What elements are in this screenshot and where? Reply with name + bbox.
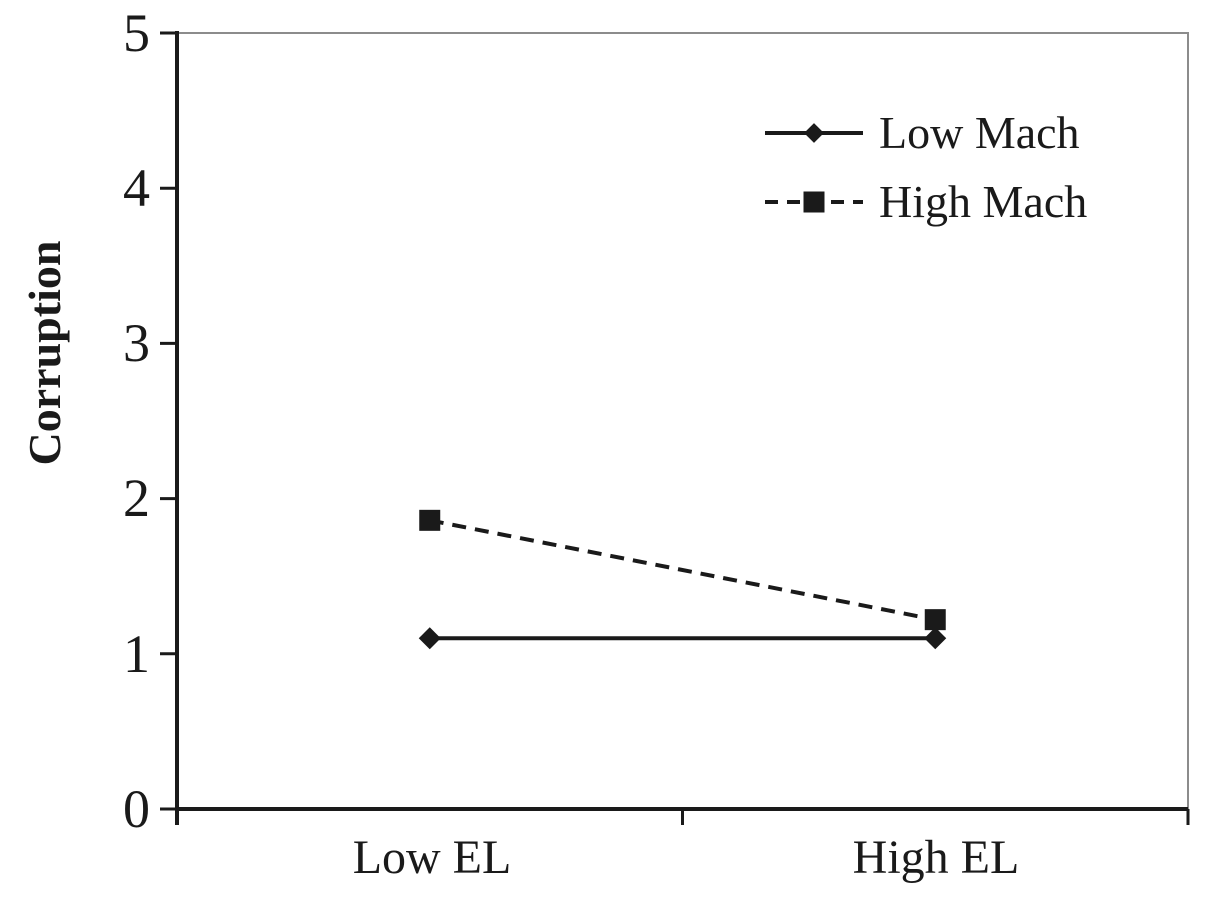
- y-tick-label-0: 0: [123, 779, 150, 839]
- x-tick-label-high-el: High EL: [852, 831, 1020, 884]
- legend: Low Mach High Mach: [765, 110, 1087, 225]
- legend-item-low-mach: Low Mach: [765, 110, 1087, 156]
- y-tick-label-2: 2: [123, 468, 150, 528]
- square-marker-icon: [803, 191, 825, 213]
- legend-label-low-mach: Low Mach: [879, 107, 1080, 158]
- legend-item-high-mach: High Mach: [765, 179, 1087, 225]
- legend-dashed-line-icon: [765, 191, 863, 213]
- legend-solid-line-icon: [765, 123, 863, 143]
- y-tick-label-1: 1: [123, 624, 150, 684]
- x-tick-label-low-el: Low EL: [352, 831, 512, 884]
- y-tick-label-5: 5: [123, 3, 150, 63]
- y-tick-label-3: 3: [123, 313, 150, 373]
- y-tick-label-4: 4: [123, 158, 150, 218]
- diamond-marker-icon: [804, 123, 824, 143]
- legend-label-high-mach: High Mach: [879, 176, 1088, 227]
